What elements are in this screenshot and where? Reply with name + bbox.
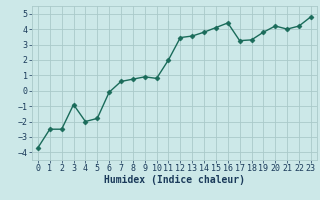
X-axis label: Humidex (Indice chaleur): Humidex (Indice chaleur) (104, 175, 245, 185)
